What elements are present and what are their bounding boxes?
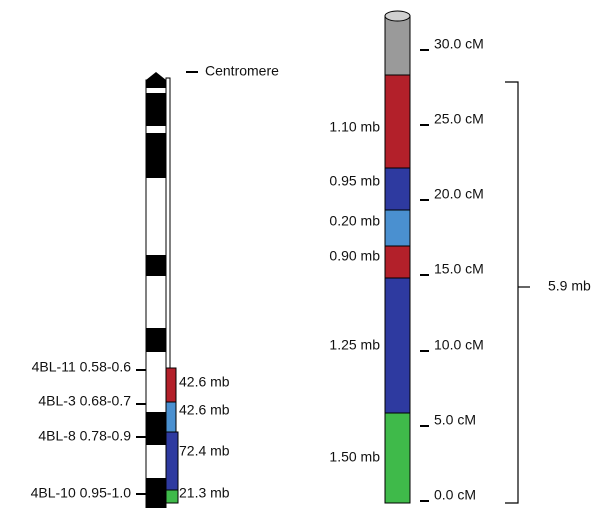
segment-size: 1.25 mb [329,337,380,353]
locus-size: 72.4 mb [179,443,230,459]
segment-size: 0.95 mb [329,173,380,189]
scale-label: 20.0 cM [434,186,484,202]
segment-size: 0.90 mb [329,248,380,264]
segment-size: 1.10 mb [329,119,380,135]
locus-size: 21.3 mb [179,485,230,501]
cylinder [384,10,411,504]
scale-label: 5.0 cM [434,412,476,428]
scale-label: 25.0 cM [434,111,484,127]
total-label: 5.9 mb [548,278,591,294]
locus-size: 42.6 mb [179,402,230,418]
centromere-label: Centromere [205,63,279,79]
scale-label: 30.0 cM [434,36,484,52]
locus-label: 4BL-8 0.78-0.9 [38,428,131,444]
scale-label: 15.0 cM [434,261,484,277]
chromosome [145,72,179,508]
locus-label: 4BL-3 0.68-0.7 [38,393,131,409]
locus-size: 42.6 mb [179,374,230,390]
bracket [505,81,530,504]
locus-label: 4BL-10 0.95-1.0 [31,485,132,501]
segment-size: 1.50 mb [329,449,380,465]
scale-label: 0.0 cM [434,487,476,503]
scale: 30.0 cM 25.0 cM 20.0 cM 15.0 cM 10.0 cM … [420,36,484,503]
locus-label: 4BL-11 0.58-0.6 [32,359,132,375]
scale-label: 10.0 cM [434,337,484,353]
segment-size: 0.20 mb [329,213,380,229]
